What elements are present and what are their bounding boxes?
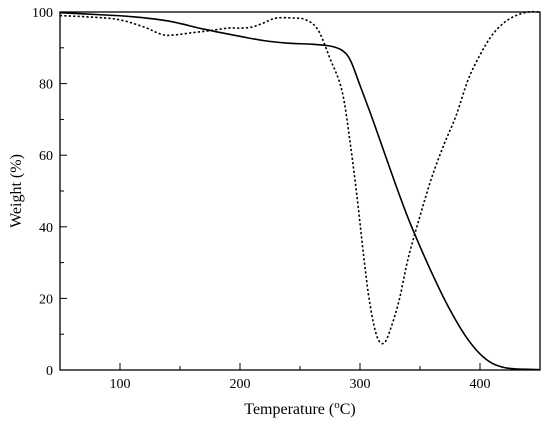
y-tick-label: 20: [39, 292, 53, 307]
series-layer: [59, 10, 541, 371]
y-tick-labels: 0 20 40 60 80 100: [32, 6, 53, 379]
y-tick-label: 60: [39, 149, 53, 164]
major-ticks: [60, 11, 481, 371]
x-tick-label: 100: [110, 377, 131, 392]
plot-frame: [59, 11, 541, 371]
x-tick-labels: 100 200 300 400: [110, 377, 491, 392]
x-axis-title: Temperature (oC): [244, 399, 355, 418]
x-axis-title-superscript: o: [334, 399, 340, 411]
solid-series-line: [59, 11, 541, 371]
y-tick-label: 100: [32, 6, 53, 21]
y-tick-label: 0: [46, 364, 53, 379]
minor-ticks: [60, 47, 421, 370]
y-tick-label: 40: [39, 221, 53, 236]
y-tick-label: 80: [39, 78, 53, 93]
x-axis-title-unit: C): [340, 401, 356, 418]
x-tick-label: 300: [350, 377, 371, 392]
y-axis-title: Weight (%): [8, 154, 25, 228]
x-tick-label: 400: [470, 377, 491, 392]
x-tick-label: 200: [230, 377, 251, 392]
dotted-series-line: [59, 10, 541, 345]
